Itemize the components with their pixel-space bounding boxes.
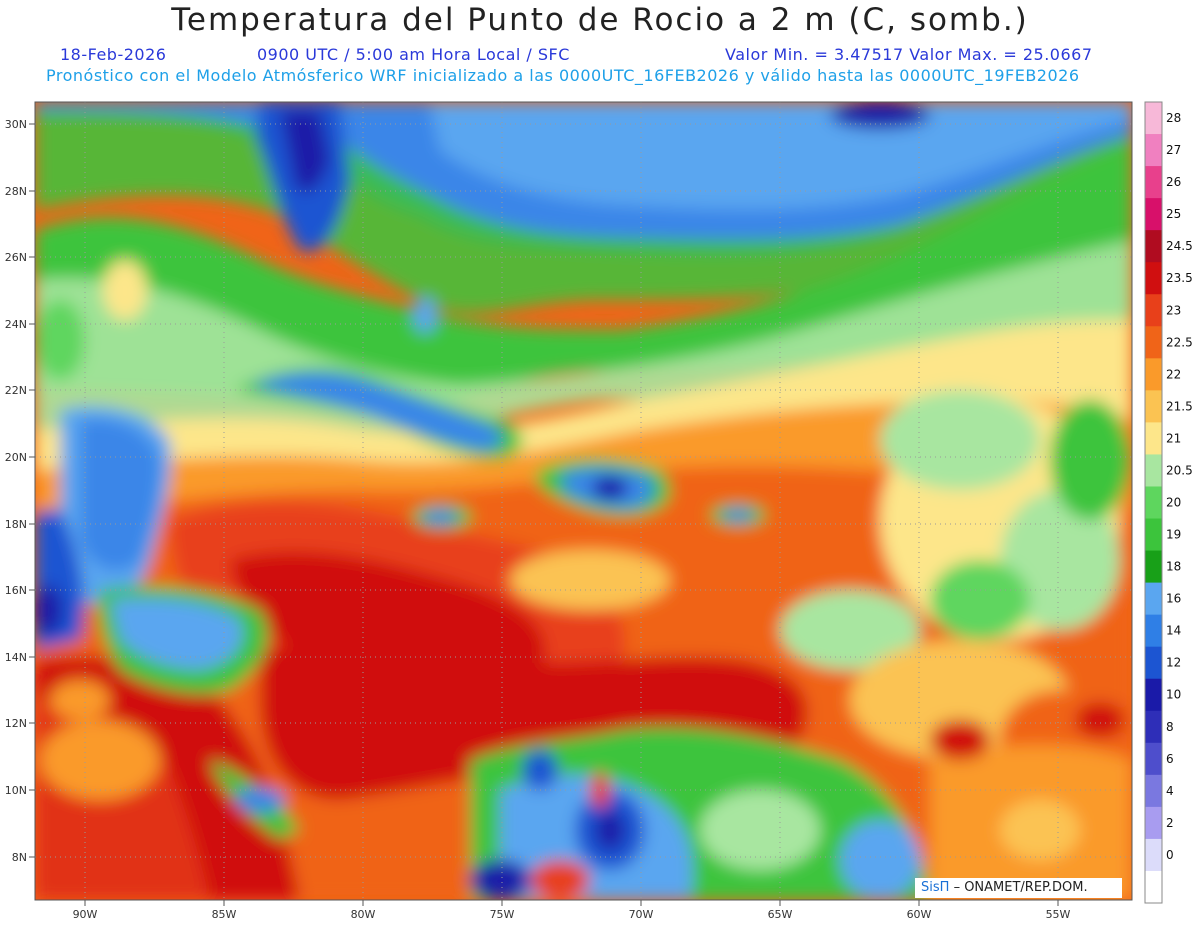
lat-label: 12N bbox=[5, 717, 27, 730]
colorbar-label: 8 bbox=[1166, 720, 1174, 734]
colorbar-swatch bbox=[1145, 358, 1162, 391]
colorbar-swatch bbox=[1145, 870, 1162, 904]
lon-label: 70W bbox=[629, 908, 654, 921]
colorbar-swatch bbox=[1145, 774, 1162, 808]
colorbar: 2827262524.523.52322.52221.52120.5201918… bbox=[1144, 101, 1193, 904]
colorbar-label: 25 bbox=[1166, 207, 1181, 221]
lat-label: 20N bbox=[5, 451, 27, 464]
colorbar-swatch bbox=[1145, 102, 1162, 135]
colorbar-swatch bbox=[1145, 742, 1162, 776]
colorbar-swatch bbox=[1145, 678, 1162, 712]
colorbar-label: 4 bbox=[1166, 784, 1174, 798]
credit-org: – ONAMET/REP.DOM. bbox=[953, 880, 1088, 895]
colorbar-label: 22.5 bbox=[1166, 335, 1193, 349]
colorbar-label: 26 bbox=[1166, 175, 1181, 189]
colorbar-swatch bbox=[1145, 230, 1162, 263]
colorbar-label: 20.5 bbox=[1166, 464, 1193, 478]
colorbar-label: 0 bbox=[1166, 848, 1174, 862]
lon-label: 75W bbox=[490, 908, 515, 921]
colorbar-label: 12 bbox=[1166, 656, 1181, 670]
lon-label: 90W bbox=[73, 908, 98, 921]
lon-label: 65W bbox=[768, 908, 793, 921]
colorbar-swatch bbox=[1145, 518, 1162, 552]
axis-ticks bbox=[29, 123, 1059, 906]
colorbar-label: 24.5 bbox=[1166, 239, 1193, 253]
lat-label: 14N bbox=[5, 651, 27, 664]
lon-label: 80W bbox=[351, 908, 376, 921]
lon-label: 55W bbox=[1046, 908, 1071, 921]
forecast-date: 18-Feb-2026 bbox=[60, 45, 167, 64]
colorbar-swatch bbox=[1145, 838, 1162, 872]
colorbar-swatch bbox=[1145, 582, 1162, 616]
colorbar-swatch bbox=[1145, 326, 1162, 359]
lat-label: 24N bbox=[5, 318, 27, 331]
lat-label: 18N bbox=[5, 518, 27, 531]
credit-badge: SisΠ – ONAMET/REP.DOM. bbox=[915, 878, 1122, 898]
colorbar-label: 23.5 bbox=[1166, 271, 1193, 285]
lat-label: 22N bbox=[5, 384, 27, 397]
lat-label: 26N bbox=[5, 251, 27, 264]
colorbar-label: 27 bbox=[1166, 143, 1181, 157]
colorbar-label: 21.5 bbox=[1166, 399, 1193, 413]
colorbar-label: 23 bbox=[1166, 303, 1181, 317]
forecast-time: 0900 UTC / 5:00 am Hora Local / SFC bbox=[257, 45, 570, 64]
colorbar-label: 19 bbox=[1166, 528, 1181, 542]
latitude-labels: 30N 28N 26N 24N 22N 20N 18N 16N 14N 12N … bbox=[5, 118, 27, 864]
colorbar-swatch bbox=[1145, 134, 1162, 167]
colorbar-swatch bbox=[1145, 390, 1162, 423]
longitude-labels: 90W 85W 80W 75W 70W 65W 60W 55W bbox=[73, 908, 1071, 921]
sispi-logo: SisΠ bbox=[921, 880, 950, 895]
lat-label: 28N bbox=[5, 185, 27, 198]
map-frame bbox=[34, 101, 1133, 901]
colorbar-swatch bbox=[1145, 262, 1162, 295]
colorbar-swatch bbox=[1145, 486, 1162, 520]
colorbar-swatch bbox=[1145, 806, 1162, 840]
map-title: Temperatura del Punto de Rocio a 2 m (C,… bbox=[171, 2, 1029, 38]
colorbar-swatch bbox=[1145, 166, 1162, 199]
colorbar-swatch bbox=[1145, 454, 1162, 488]
colorbar-label: 6 bbox=[1166, 752, 1174, 766]
colorbar-swatch bbox=[1145, 198, 1162, 231]
colorbar-label: 21 bbox=[1166, 431, 1181, 445]
colorbar-label: 28 bbox=[1166, 111, 1181, 125]
colorbar-label: 20 bbox=[1166, 496, 1181, 510]
lon-label: 85W bbox=[212, 908, 237, 921]
lat-label: 16N bbox=[5, 584, 27, 597]
colorbar-swatch bbox=[1145, 294, 1162, 327]
colorbar-swatch bbox=[1145, 422, 1162, 456]
colorbar-label: 10 bbox=[1166, 688, 1181, 702]
lat-label: 30N bbox=[5, 118, 27, 131]
lat-label: 10N bbox=[5, 784, 27, 797]
graticule bbox=[35, 102, 1132, 900]
colorbar-swatch bbox=[1145, 614, 1162, 648]
colorbar-swatch bbox=[1145, 646, 1162, 680]
lat-label: 8N bbox=[12, 851, 27, 864]
colorbar-label: 16 bbox=[1166, 592, 1181, 606]
colorbar-frame bbox=[1144, 101, 1163, 904]
dewpoint-field bbox=[35, 102, 1132, 900]
colorbar-label: 22 bbox=[1166, 367, 1181, 381]
colorbar-label: 18 bbox=[1166, 560, 1181, 574]
value-range: Valor Min. = 3.47517 Valor Max. = 25.066… bbox=[725, 45, 1093, 64]
colorbar-swatch bbox=[1145, 710, 1162, 744]
colorbar-label: 14 bbox=[1166, 624, 1181, 638]
model-info: Pronóstico con el Modelo Atmósferico WRF… bbox=[46, 66, 1080, 85]
lon-label: 60W bbox=[907, 908, 932, 921]
colorbar-label: 2 bbox=[1166, 816, 1174, 830]
colorbar-swatch bbox=[1145, 550, 1162, 584]
